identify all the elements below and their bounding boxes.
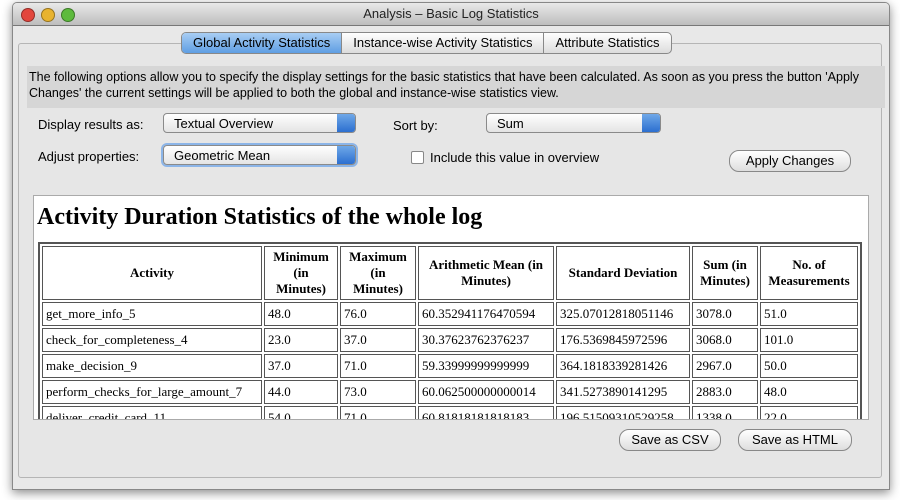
table-cell: 30.37623762376237 bbox=[418, 328, 554, 352]
header-row: Activity Minimum (in Minutes) Maximum (in … bbox=[42, 246, 858, 300]
table-row: perform_checks_for_large_amount_7 44.0 73.… bbox=[42, 380, 858, 404]
table-cell: 196.51509310529258 bbox=[556, 406, 690, 419]
tab[interactable]: Global Activity Statistics bbox=[182, 33, 342, 53]
tab-bar: Global Activity Statistics Instance-wise … bbox=[181, 32, 672, 54]
display-label: Display results as: bbox=[38, 117, 144, 132]
table-cell: 71.0 bbox=[340, 354, 416, 378]
report-view: Activity Duration Statistics of the whol… bbox=[33, 195, 869, 420]
table-cell: perform_checks_for_large_amount_7 bbox=[42, 380, 262, 404]
window-title: Analysis – Basic Log Statistics bbox=[363, 6, 539, 21]
column-header: No. of Measurements bbox=[760, 246, 858, 300]
table-cell: 325.07012818051146 bbox=[556, 302, 690, 326]
adjust-label: Adjust properties: bbox=[38, 149, 140, 164]
column-header: Sum (in Minutes) bbox=[692, 246, 758, 300]
table-row: check_for_completeness_4 23.0 37.0 30.37623… bbox=[42, 328, 858, 352]
table-cell: 48.0 bbox=[760, 380, 858, 404]
table-cell: 3078.0 bbox=[692, 302, 758, 326]
table-row: deliver_credit_card_11 54.0 71.0 60.8181818… bbox=[42, 406, 858, 419]
sort-label: Sort by: bbox=[393, 118, 438, 133]
table-cell: 37.0 bbox=[340, 328, 416, 352]
table-cell: 60.352941176470594 bbox=[418, 302, 554, 326]
save-html-button[interactable]: Save as HTML bbox=[738, 429, 852, 451]
column-header: Arithmetic Mean (in Minutes) bbox=[418, 246, 554, 300]
report-heading: Activity Duration Statistics of the whol… bbox=[37, 204, 483, 230]
table-cell: 22.0 bbox=[760, 406, 858, 419]
table-cell: 73.0 bbox=[340, 380, 416, 404]
table-cell: 3068.0 bbox=[692, 328, 758, 352]
zoom-button[interactable] bbox=[61, 8, 75, 22]
table-cell: 54.0 bbox=[264, 406, 338, 419]
table-cell: 2967.0 bbox=[692, 354, 758, 378]
table-cell: 23.0 bbox=[264, 328, 338, 352]
table-cell: 59.33999999999999 bbox=[418, 354, 554, 378]
description: The following options allow you to speci… bbox=[27, 66, 885, 108]
table-cell: 341.5273890141295 bbox=[556, 380, 690, 404]
checkbox[interactable] bbox=[411, 151, 424, 164]
table-row: get_more_info_5 48.0 76.0 60.35294117647059… bbox=[42, 302, 858, 326]
table-cell: deliver_credit_card_11 bbox=[42, 406, 262, 419]
tab[interactable]: Instance-wise Activity Statistics bbox=[341, 33, 543, 53]
table-cell: 71.0 bbox=[340, 406, 416, 419]
table-cell: 101.0 bbox=[760, 328, 858, 352]
tab[interactable]: Attribute Statistics bbox=[543, 33, 670, 53]
table-cell: 60.062500000000014 bbox=[418, 380, 554, 404]
table-cell: 60.81818181818183 bbox=[418, 406, 554, 419]
table-cell: 48.0 bbox=[264, 302, 338, 326]
title-bar: Analysis – Basic Log Statistics bbox=[13, 3, 889, 26]
table-cell: 364.1818339281426 bbox=[556, 354, 690, 378]
column-header: Standard Deviation bbox=[556, 246, 690, 300]
table-cell: get_more_info_5 bbox=[42, 302, 262, 326]
table-row: make_decision_9 37.0 71.0 59.33999999999999… bbox=[42, 354, 858, 378]
window: Analysis – Basic Log Statistics Global A… bbox=[12, 2, 890, 490]
table-cell: 44.0 bbox=[264, 380, 338, 404]
table-cell: 2883.0 bbox=[692, 380, 758, 404]
checkbox-label: Include this value in overview bbox=[430, 150, 600, 165]
save-csv-button[interactable]: Save as CSV bbox=[619, 429, 721, 451]
sort-popup[interactable]: Sum bbox=[486, 113, 661, 133]
table-cell: make_decision_9 bbox=[42, 354, 262, 378]
column-header: Activity bbox=[42, 246, 262, 300]
adjust-popup[interactable]: Geometric Mean bbox=[163, 145, 356, 165]
apply-button[interactable]: Apply Changes bbox=[729, 150, 851, 172]
table-cell: 51.0 bbox=[760, 302, 858, 326]
table-cell: 37.0 bbox=[264, 354, 338, 378]
statistics-table: Activity Minimum (in Minutes) Maximum (in … bbox=[38, 242, 862, 419]
table-cell: check_for_completeness_4 bbox=[42, 328, 262, 352]
column-header: Maximum (in Minutes) bbox=[340, 246, 416, 300]
table-cell: 176.5369845972596 bbox=[556, 328, 690, 352]
table-cell: 1338.0 bbox=[692, 406, 758, 419]
minimize-button[interactable] bbox=[41, 8, 55, 22]
table-cell: 50.0 bbox=[760, 354, 858, 378]
table-cell: 76.0 bbox=[340, 302, 416, 326]
close-button[interactable] bbox=[21, 8, 35, 22]
display-popup[interactable]: Textual Overview bbox=[163, 113, 356, 133]
column-header: Minimum (in Minutes) bbox=[264, 246, 338, 300]
